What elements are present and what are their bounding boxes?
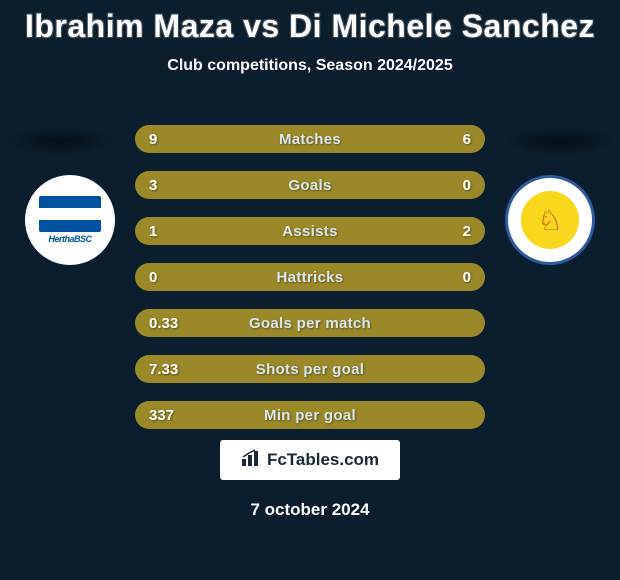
stat-label: Hattricks [209, 269, 411, 286]
stat-right-value: 6 [411, 131, 471, 148]
stat-row-assists: 1 Assists 2 [135, 217, 485, 245]
hertha-flag-icon [39, 196, 101, 232]
stat-left-value: 0 [149, 269, 209, 286]
brand-logo[interactable]: FcTables.com [220, 440, 400, 480]
stat-left-value: 3 [149, 177, 209, 194]
eintracht-lion-icon: ♘ [521, 191, 579, 249]
stat-label: Goals [209, 177, 411, 194]
stat-left-value: 0.33 [149, 315, 209, 332]
comparison-subtitle: Club competitions, Season 2024/2025 [0, 57, 620, 75]
shadow-left [5, 127, 115, 155]
footer-date: 7 october 2024 [0, 500, 620, 520]
brand-text: FcTables.com [267, 450, 379, 470]
stat-right-value: 0 [411, 177, 471, 194]
chart-icon [241, 449, 261, 472]
stat-label: Matches [209, 131, 411, 148]
hertha-text: HerthaBSC [48, 234, 91, 244]
stat-label: Shots per goal [209, 361, 411, 378]
stat-row-min-per-goal: 337 Min per goal [135, 401, 485, 429]
stat-right-value: 2 [411, 223, 471, 240]
stat-left-value: 9 [149, 131, 209, 148]
club-badge-left: HerthaBSC [25, 175, 115, 265]
stat-label: Assists [209, 223, 411, 240]
stat-left-value: 1 [149, 223, 209, 240]
stat-label: Goals per match [209, 315, 411, 332]
stat-row-matches: 9 Matches 6 [135, 125, 485, 153]
club-badge-right: ♘ [505, 175, 595, 265]
stat-left-value: 7.33 [149, 361, 209, 378]
lion-glyph-icon: ♘ [537, 204, 562, 237]
stat-row-shots-per-goal: 7.33 Shots per goal [135, 355, 485, 383]
stat-left-value: 337 [149, 407, 209, 424]
stats-container: 9 Matches 6 3 Goals 0 1 Assists 2 0 Hatt… [135, 125, 485, 447]
stat-row-hattricks: 0 Hattricks 0 [135, 263, 485, 291]
stat-label: Min per goal [209, 407, 411, 424]
comparison-title: Ibrahim Maza vs Di Michele Sanchez [0, 0, 620, 45]
stat-row-goals-per-match: 0.33 Goals per match [135, 309, 485, 337]
shadow-right [505, 127, 615, 155]
stat-right-value: 0 [411, 269, 471, 286]
stat-row-goals: 3 Goals 0 [135, 171, 485, 199]
